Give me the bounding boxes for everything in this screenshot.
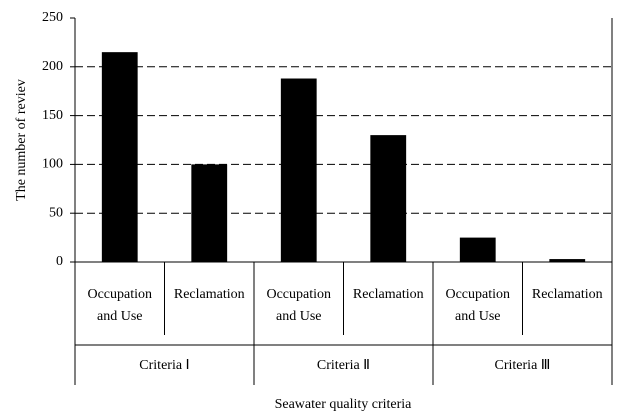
y-tick-label: 250 [42, 10, 63, 25]
y-tick-label: 200 [42, 59, 63, 74]
y-tick-label: 0 [56, 254, 63, 269]
bar [101, 52, 138, 262]
x-tick-label: Reclamation [531, 287, 603, 302]
x-tick-label: Occupation and Use [266, 287, 332, 324]
bar [280, 78, 317, 263]
y-axis-label: The number of reviev [14, 79, 29, 201]
x-tick-label: Reclamation [173, 287, 245, 302]
y-tick-label: 50 [49, 205, 63, 220]
y-tick-label: 100 [42, 157, 63, 172]
x-tick-label: Occupation and Use [87, 287, 153, 324]
x-axis-label: Seawater quality criteria [275, 397, 413, 412]
x-tick-label: Reclamation [352, 287, 424, 302]
y-tick-label: 150 [42, 108, 63, 123]
bar [191, 164, 228, 262]
bar [459, 237, 496, 262]
group-label: Criteria Ⅲ [495, 358, 551, 373]
group-label: Criteria Ⅱ [317, 358, 370, 373]
bar [549, 259, 586, 262]
bar [370, 135, 407, 262]
x-tick-label: Occupation and Use [445, 287, 511, 324]
group-label: Criteria Ⅰ [139, 358, 189, 373]
